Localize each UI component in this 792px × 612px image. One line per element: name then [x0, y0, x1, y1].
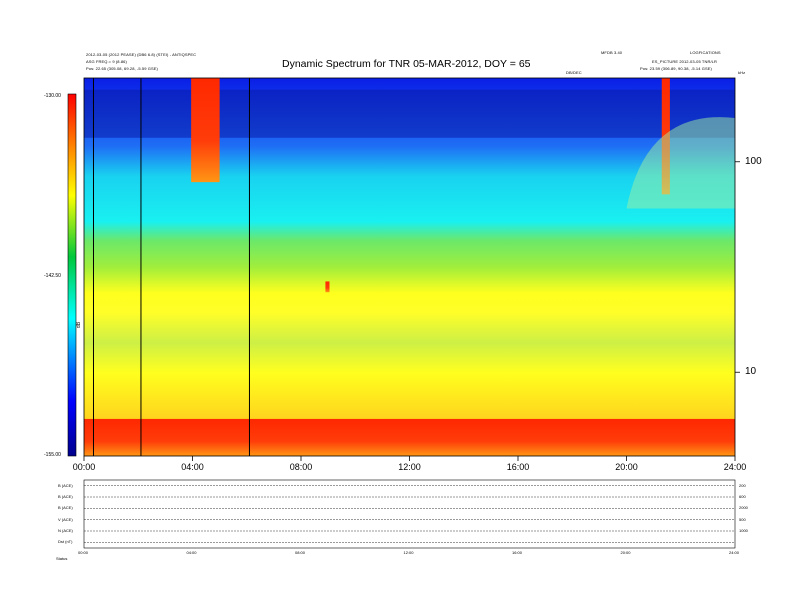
feature-4 — [84, 418, 735, 456]
mag-x-tick-label: 16:00 — [512, 550, 523, 555]
page-title: Dynamic Spectrum for TNR 05-MAR-2012, DO… — [282, 58, 531, 70]
header-right-line3: ES_PICTURE 2012-03-05 TNR/LR — [652, 59, 717, 64]
colorbar-max-label: -130.00 — [44, 93, 61, 99]
colorbar-min-label: -155.00 — [44, 452, 61, 458]
x-tick-label: 16:00 — [506, 462, 530, 472]
mag-row-label: V (ACE) — [58, 516, 73, 522]
x-tick-label: 24:00 — [723, 462, 747, 472]
mag-row-label: Dst (nT) — [58, 539, 73, 545]
header-right-line2: LOGFICATIONS — [690, 50, 721, 55]
mag-scale-label: 600 — [739, 494, 746, 499]
feature-0 — [191, 78, 220, 183]
colorbar-gradient — [67, 93, 77, 457]
mag-x-tick-label: 24:00 — [729, 550, 740, 555]
mag-x-tick-label: 12:00 — [403, 550, 414, 555]
header-right-line4: Pos: 23.59 (306.89, 90.38, -5.14 GSE) — [640, 66, 712, 71]
header-right-corner: kHz — [738, 70, 746, 75]
x-tick-label: 00:00 — [72, 462, 96, 472]
colorbar-mid-label: -142.50 — [44, 273, 61, 279]
mag-scale-label: 500 — [739, 516, 746, 522]
mag-scale-label: 1000 — [739, 528, 748, 533]
colorbar — [67, 93, 77, 457]
mag-x-tick-label: 04:00 — [186, 550, 197, 555]
heatmap-area — [84, 78, 735, 456]
x-tick-label: 20:00 — [615, 462, 638, 472]
mag-row-label: B (ACE) — [58, 494, 73, 499]
header-left-line2: ASG FREQ.= 9 (8.86) — [86, 59, 127, 64]
header-center-small: DB/DEC — [566, 70, 582, 75]
mag-scale-label: 200 — [739, 482, 746, 488]
mag-x-tick-label: 00:00 — [78, 550, 89, 555]
header-left-line1: 2012-03-05 (2012 PEASE) (DB6 6.8) (STEI)… — [86, 52, 197, 57]
x-tick-label: 04:00 — [181, 462, 204, 472]
y-tick-label: 100 — [745, 155, 762, 167]
header-left-line3: Pos: 22.65 (305.08, 69.28, -5.59 GSE) — [86, 66, 158, 71]
feature-3 — [626, 117, 735, 209]
mag-x-tick-label: 20:00 — [620, 550, 631, 555]
y-tick-label: 10 — [745, 366, 757, 378]
x-tick-label: 12:00 — [398, 462, 421, 472]
mag-x-tick-label: 08:00 — [295, 550, 306, 555]
mag-row-label: B (ACE) — [58, 482, 73, 488]
mag-frame — [83, 479, 736, 549]
low-intensity-band — [84, 89, 735, 138]
mag-status-label: Status — [56, 556, 68, 561]
axes — [83, 77, 740, 461]
magnetometer-panel — [83, 479, 736, 549]
mag-scale-label: 2000 — [739, 505, 748, 511]
mag-row-label: N (ACE) — [58, 528, 73, 533]
header-right-line1: MFDB 3.40 — [601, 50, 623, 55]
mag-row-label: B (ACE) — [58, 505, 73, 511]
feature-2 — [325, 281, 330, 293]
x-tick-label: 08:00 — [289, 462, 313, 472]
